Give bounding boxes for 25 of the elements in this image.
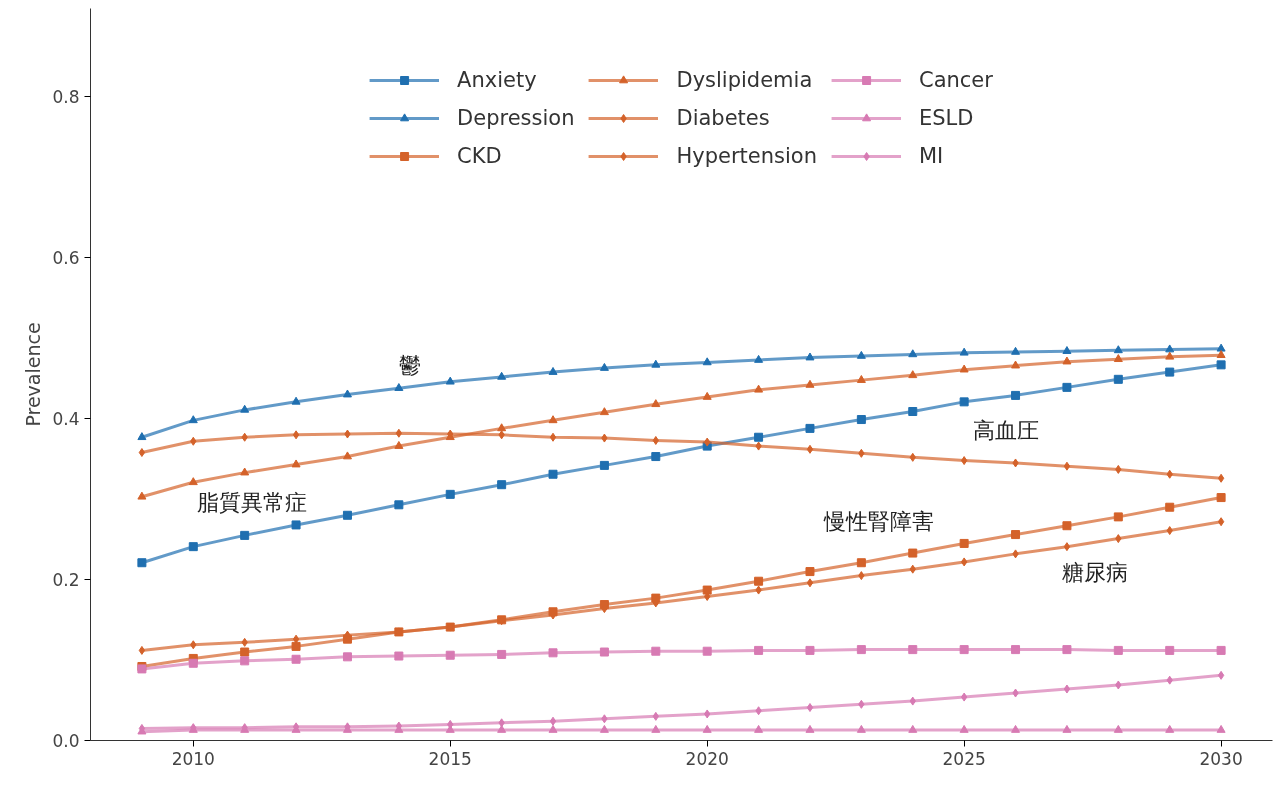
x-tick-label: 2025	[942, 748, 986, 769]
legend-label: CKD	[457, 144, 502, 168]
legend-label: ESLD	[918, 106, 974, 130]
legend-label: Anxiety	[457, 68, 537, 92]
y-tick-label: 0.2	[52, 570, 80, 591]
legend-label: Cancer	[918, 68, 993, 92]
annotation: 鬱	[398, 353, 421, 378]
annotation: 慢性腎障害	[822, 509, 934, 534]
x-tick-label: 2010	[171, 748, 215, 769]
y-axis-title: Prevalence	[22, 322, 45, 427]
y-tick-label: 0.0	[52, 731, 80, 751]
legend-label: Diabetes	[676, 106, 770, 130]
legend-label: Depression	[457, 106, 575, 130]
annotation: 高血圧	[972, 418, 1039, 443]
annotation: 脂質異常症	[196, 490, 307, 515]
x-tick-label: 2015	[428, 748, 472, 769]
y-tick-label: 0.6	[52, 248, 80, 269]
legend-label: MI	[918, 144, 944, 168]
legend-label: Dyslipidemia	[676, 68, 813, 92]
y-tick-label: 0.4	[52, 409, 80, 430]
y-tick-label: 0.8	[52, 87, 80, 108]
x-tick-label: 2020	[685, 748, 729, 769]
legend-label: Hypertension	[676, 144, 817, 168]
annotation: 糖尿病	[1061, 560, 1128, 585]
x-tick-label: 2030	[1199, 748, 1243, 769]
